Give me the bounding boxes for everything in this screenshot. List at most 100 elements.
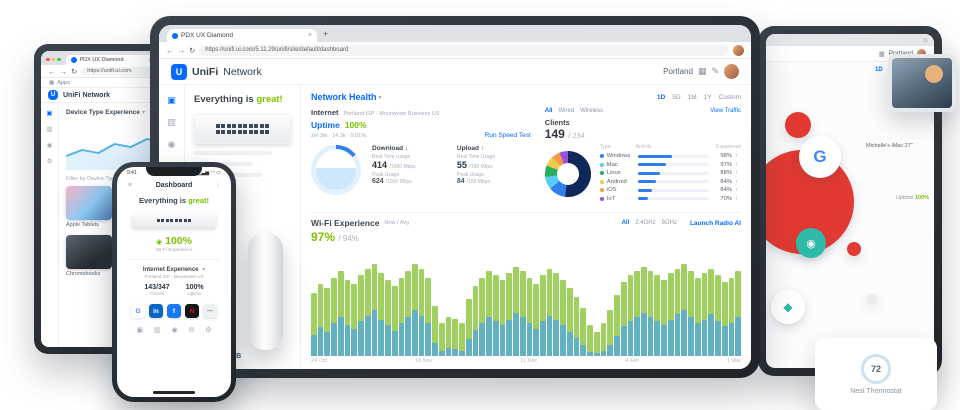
rail-icon[interactable]: ◉ (167, 139, 176, 149)
window-controls[interactable] (46, 57, 61, 61)
site-selector[interactable]: Portland (663, 67, 693, 76)
bookmarks-label[interactable]: Apps (57, 79, 70, 86)
time-tab[interactable]: 1D (874, 67, 883, 73)
grid-icon[interactable]: ▦ (878, 50, 885, 58)
switch-device-image[interactable] (132, 212, 216, 228)
app-icon[interactable]: ⋯ (203, 304, 217, 318)
user-avatar[interactable] (724, 64, 739, 79)
user-avatar[interactable] (917, 49, 926, 58)
browser-avatar[interactable] (923, 37, 928, 43)
rail-icon[interactable]: ⚙ (46, 158, 53, 165)
wifi-band-tab[interactable]: 2.4GHz (635, 220, 656, 226)
tab-close-icon[interactable]: × (307, 32, 312, 39)
client-bubble[interactable] (785, 112, 811, 138)
menu-icon[interactable]: ≡ (128, 181, 132, 189)
time-tab[interactable]: 1D (656, 93, 666, 101)
client-type-row[interactable]: Windows 98% ↑ (599, 152, 741, 161)
phone-nav-icon[interactable]: ▥ (153, 327, 161, 334)
phone-nav-icon[interactable]: ◉ (171, 327, 178, 334)
rail-icon[interactable]: ▥ (167, 117, 176, 127)
rail-icon[interactable]: ▥ (46, 126, 53, 133)
site-selector[interactable]: Portland (889, 50, 913, 57)
device-type-card[interactable]: Apple Tablets (66, 186, 112, 228)
phone-nav-icon[interactable]: ⚙ (205, 327, 212, 334)
isp-name: Portland ISP - Mountware Business US (343, 111, 440, 117)
chart-bar (519, 270, 526, 356)
client-device-label[interactable]: Michelle's iMac 27" (866, 143, 913, 149)
chart-bar (344, 279, 351, 356)
time-tab[interactable]: 5D (672, 93, 681, 101)
browser-tab[interactable]: PDX UX Diamond × (65, 55, 158, 65)
client-bubble[interactable]: ◆ (771, 290, 805, 324)
time-tab[interactable]: 1M (687, 93, 697, 101)
app-icon[interactable]: f (167, 304, 181, 318)
app-icon[interactable]: in (149, 304, 163, 318)
unifi-logo[interactable]: U (171, 63, 187, 80)
address-bar[interactable]: https://unifi.ui.com/5.11.29/unifi/site/… (199, 44, 729, 56)
time-tab[interactable]: Custom (718, 93, 741, 101)
apps-grid-icon[interactable]: ▦ (49, 79, 55, 86)
phone-stat: 143/347 Clients (144, 284, 170, 296)
internet-experience-title[interactable]: Internet Experience ▾ (142, 267, 206, 273)
clients-filter-tab[interactable]: Wireless (580, 108, 604, 114)
refresh-icon[interactable]: ↻ (71, 66, 78, 76)
run-speed-test-link[interactable]: Run Speed Test (484, 132, 531, 139)
phone-stat: 100% Uptime (185, 284, 204, 296)
client-bubble[interactable] (867, 294, 877, 304)
center-tablet-device: PDX UX Diamond × + ← → ↻ https://unifi.u… (150, 16, 760, 378)
client-type-row[interactable]: Android 84% ↑ (599, 178, 741, 187)
home-indicator[interactable] (153, 391, 195, 394)
compose-icon[interactable]: ✎ (711, 66, 719, 76)
filter-label[interactable]: Filter by Device Type (66, 176, 118, 182)
client-bubble[interactable]: ◉ (796, 228, 826, 258)
new-tab-button[interactable]: + (323, 29, 329, 39)
upload-stats: Upload ↑ Real Time Usage 55 /100 Mbps Pe… (456, 145, 496, 185)
wifi-experience-value: 97% / 94% (311, 230, 359, 244)
forward-icon[interactable]: → (177, 45, 186, 55)
activity-bar (637, 163, 709, 167)
client-type-row[interactable]: Linux 88% ↑ (599, 169, 741, 178)
client-bubble[interactable] (847, 242, 861, 256)
grid-icon[interactable]: ▦ (697, 66, 707, 76)
wifi-band-tab[interactable]: All (621, 220, 630, 226)
client-type-row[interactable]: iOS 84% ↑ (599, 186, 741, 195)
launch-radio-ai-button[interactable]: Launch Radio AI (689, 219, 741, 227)
wifi-band-tab[interactable]: 5GHz (661, 220, 677, 226)
device-type-card[interactable]: Chromebooks (66, 235, 112, 277)
chart-bar (492, 275, 499, 356)
dashboard-main: Network Health ▾ 1D 5D 1M 1Y Custom Internet… (301, 85, 751, 369)
wifi-experience-chart (311, 247, 741, 356)
time-tab[interactable]: 1Y (703, 93, 712, 101)
client-type-row[interactable]: IoT 70% ↑ (599, 195, 741, 204)
browser-tab[interactable]: PDX UX Diamond × (167, 29, 317, 42)
back-icon[interactable]: ← (166, 45, 174, 55)
thermostat-card[interactable]: 72 Nest Thermostat (815, 338, 937, 410)
forward-icon[interactable]: → (59, 66, 68, 76)
chart-bar (479, 277, 486, 356)
chart-bar (634, 270, 640, 356)
rail-icon[interactable]: ▣ (46, 110, 53, 117)
section-title[interactable]: Device Type Experience ▾ (66, 109, 145, 116)
phone-nav-icon[interactable]: ▣ (136, 327, 144, 334)
x-axis-label: 1 Mar (726, 358, 741, 364)
unifi-logo[interactable]: U (48, 90, 58, 100)
clients-filter-tab[interactable]: Wired (558, 108, 575, 114)
chart-bar (640, 266, 647, 356)
chart-bar (587, 325, 593, 356)
client-bubble[interactable]: G (799, 136, 841, 178)
app-icon[interactable]: N (185, 304, 199, 318)
back-icon[interactable]: ← (48, 66, 56, 76)
chart-bar (573, 297, 580, 356)
trend-up-icon: ↑ (735, 187, 738, 194)
rail-icon[interactable]: ◉ (46, 142, 53, 149)
browser-avatar[interactable] (733, 44, 744, 56)
client-type-row[interactable]: Mac 97% ↑ (599, 161, 741, 170)
switch-device-image[interactable] (194, 114, 291, 144)
network-health-title[interactable]: Network Health (311, 92, 377, 102)
phone-nav-icon[interactable]: ✉ (188, 327, 195, 334)
rail-icon[interactable]: ▣ (167, 95, 176, 105)
clients-filter-tab[interactable]: All (544, 108, 553, 114)
refresh-icon[interactable]: ↻ (189, 45, 196, 55)
more-icon[interactable]: ⋮ (214, 182, 222, 189)
app-icon[interactable]: G (131, 304, 145, 318)
